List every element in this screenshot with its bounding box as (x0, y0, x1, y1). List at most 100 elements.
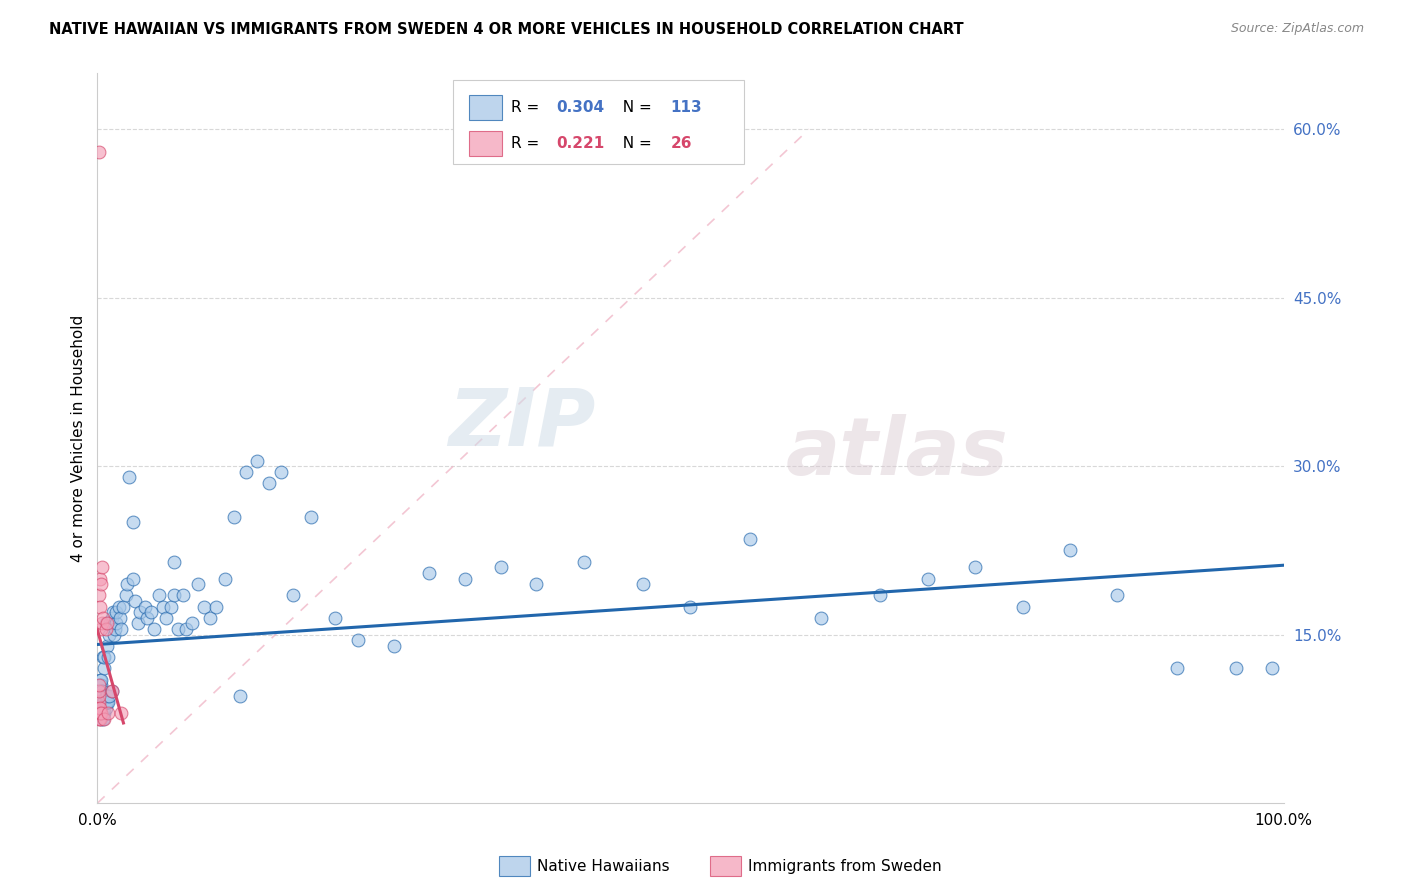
Point (90, 700, 112, 714)
Point (205, 599, 228, 614)
Point (1107, 588, 1129, 602)
Point (89, 673, 111, 687)
Point (94, 690, 117, 704)
Point (96, 690, 118, 704)
Point (100, 684, 122, 698)
FancyBboxPatch shape (453, 80, 744, 164)
Point (124, 594, 146, 608)
Text: 26: 26 (671, 136, 692, 152)
Point (122, 516, 145, 530)
Point (869, 588, 891, 602)
Text: Source: ZipAtlas.com: Source: ZipAtlas.com (1230, 22, 1364, 36)
Point (87, 700, 110, 714)
Point (89, 695, 111, 709)
Point (104, 622, 127, 636)
Point (98, 690, 121, 704)
Point (631, 577, 654, 591)
Point (418, 566, 440, 580)
Point (198, 611, 221, 625)
Point (214, 572, 236, 586)
Point (89, 690, 111, 704)
Point (94, 622, 117, 636)
Text: 0.221: 0.221 (557, 136, 605, 152)
Point (1059, 543, 1081, 558)
Point (96, 695, 118, 709)
Point (93, 712, 115, 726)
Point (1260, 661, 1282, 675)
Point (100, 684, 122, 698)
Bar (468, 95, 502, 120)
Point (228, 690, 250, 704)
Point (143, 622, 166, 636)
Point (112, 599, 135, 614)
Y-axis label: 4 or more Vehicles in Household: 4 or more Vehicles in Household (72, 315, 86, 562)
Point (94, 700, 117, 714)
Point (101, 605, 124, 619)
Point (193, 599, 215, 614)
Point (91, 560, 114, 574)
Point (91, 616, 114, 631)
Text: N =: N = (613, 136, 657, 152)
Text: N =: N = (613, 100, 657, 115)
Point (89, 706, 111, 721)
Text: R =: R = (512, 136, 544, 152)
Point (87, 700, 110, 714)
Point (91, 611, 114, 625)
Point (94, 695, 117, 709)
Point (91, 700, 114, 714)
Point (91, 690, 114, 704)
Point (167, 622, 190, 636)
Point (87, 690, 110, 704)
Point (281, 588, 304, 602)
Point (94, 616, 117, 631)
Point (96, 639, 118, 653)
Point (122, 572, 145, 586)
Point (90, 673, 112, 687)
Text: ZIP: ZIP (449, 384, 596, 462)
Point (181, 616, 204, 631)
Point (87, 145, 110, 159)
Point (97, 706, 120, 721)
Point (176, 622, 198, 636)
Point (91, 706, 114, 721)
Point (127, 616, 149, 631)
Point (97, 695, 120, 709)
Point (87, 706, 110, 721)
Point (810, 611, 832, 625)
Point (1225, 661, 1247, 675)
Point (87, 712, 110, 726)
Point (87, 695, 110, 709)
Point (1011, 599, 1033, 614)
Point (270, 465, 292, 479)
Point (152, 599, 174, 614)
Point (91, 700, 114, 714)
Point (160, 599, 183, 614)
Point (93, 650, 115, 665)
Point (91, 695, 114, 709)
Point (572, 555, 595, 569)
Point (89, 599, 111, 614)
Point (91, 650, 114, 665)
Point (134, 599, 156, 614)
Point (110, 622, 132, 636)
Point (90, 706, 112, 721)
Point (91, 712, 114, 726)
Point (454, 572, 477, 586)
Text: NATIVE HAWAIIAN VS IMMIGRANTS FROM SWEDEN 4 OR MORE VEHICLES IN HOUSEHOLD CORREL: NATIVE HAWAIIAN VS IMMIGRANTS FROM SWEDE… (49, 22, 965, 37)
Point (96, 616, 118, 631)
Point (148, 588, 170, 602)
Point (347, 633, 370, 648)
Point (89, 706, 111, 721)
Point (489, 560, 512, 574)
Point (114, 588, 136, 602)
Point (524, 577, 547, 591)
Point (90, 684, 112, 698)
Point (87, 695, 110, 709)
Point (222, 509, 245, 524)
Point (87, 684, 110, 698)
Point (89, 700, 111, 714)
Point (172, 588, 194, 602)
Point (105, 605, 128, 619)
Point (103, 628, 125, 642)
Point (87, 690, 110, 704)
